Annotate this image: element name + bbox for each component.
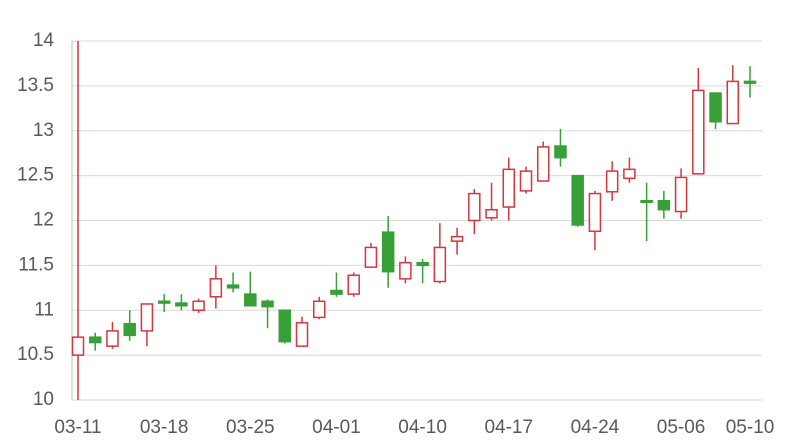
candle-body [140,303,154,332]
y-tick-label: 13.5 [17,75,54,96]
candle-body [502,168,516,208]
candle-body [71,336,85,356]
y-tick-label: 10.5 [17,344,54,365]
y-tick-label: 10 [33,389,54,410]
y-tick-label: 14 [33,30,55,51]
x-tick-label: 03-11 [54,417,101,438]
candle-body [743,80,757,84]
candle-body [399,261,412,280]
x-tick-label: 03-18 [140,417,189,438]
candle-body [278,309,292,343]
candle-body [157,300,171,304]
candle-body [416,261,429,267]
candle-body [571,174,584,226]
candle-body [330,289,343,295]
candle-body [347,274,360,295]
candle-body [381,231,395,273]
x-tick-label: 03-25 [226,417,275,438]
candle-body [106,330,119,347]
candle-body [623,168,636,180]
candle-body [364,246,378,268]
candle-body [433,246,447,283]
candle-body [519,170,533,192]
y-tick-label: 13 [33,120,54,141]
y-tick-label: 12 [33,210,54,231]
candle-body [450,235,464,242]
candle-body [226,284,240,289]
candle-body [588,192,602,233]
y-tick-label: 12.5 [17,165,54,186]
x-tick-label: 05-10 [726,417,775,438]
candle-body [244,293,257,307]
candle-body [554,145,567,159]
candle-body [209,278,223,298]
candle-body [312,300,326,319]
candle-body [175,302,188,307]
candle-body [192,300,205,311]
candle-body [123,322,136,337]
x-tick-label: 04-10 [398,417,447,438]
candle-body [709,92,722,123]
candle-body [261,300,274,308]
x-tick-label: 04-17 [484,417,533,438]
candle-body [674,176,688,213]
y-tick-label: 11 [34,299,54,320]
candle-body [640,200,653,204]
x-tick-label: 04-01 [312,417,361,438]
x-tick-label: 04-24 [571,417,620,438]
candle-body [726,80,740,125]
candle-body [657,200,671,211]
candle-body [88,336,102,344]
candle-body [485,208,498,219]
candle-body [295,322,309,347]
candle-body [605,170,619,193]
y-tick-label: 11.5 [18,254,54,275]
candle-body [692,89,705,175]
candle-body [536,146,550,182]
candle-body [468,192,481,222]
x-tick-label: 05-06 [657,417,706,438]
